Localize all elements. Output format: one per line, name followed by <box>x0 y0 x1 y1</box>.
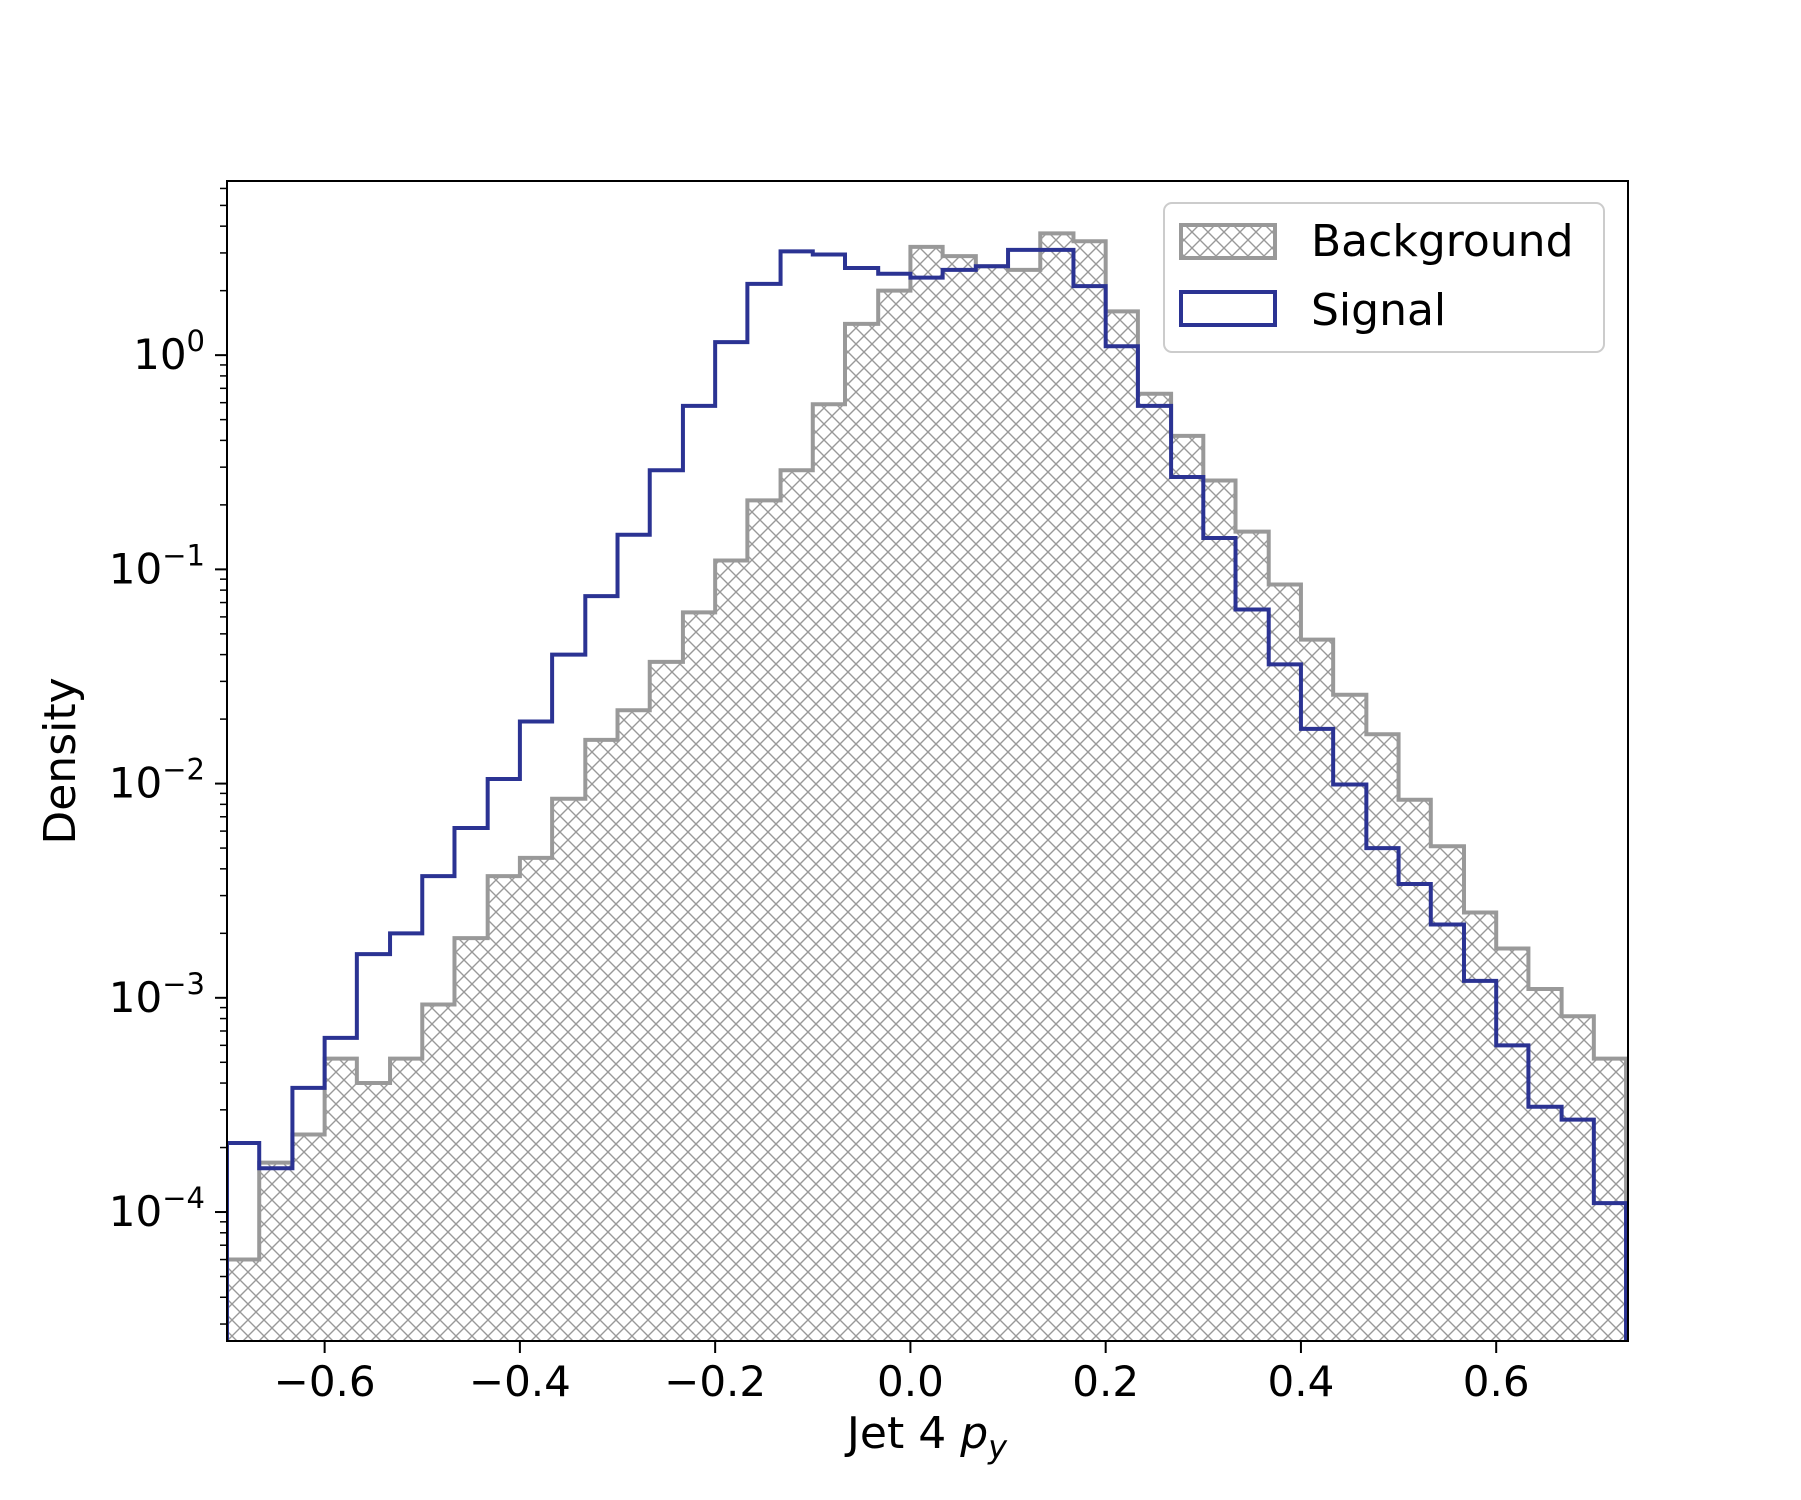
x-axis: −0.6 −0.4 −0.2 0.0 0.2 0.4 0.6 <box>274 1341 1530 1406</box>
legend-label-background: Background <box>1311 216 1574 267</box>
y-axis: 100 10−1 10−2 10−3 10−4 <box>109 187 227 1325</box>
x-tick-label: −0.2 <box>664 1357 766 1406</box>
legend: Background Signal <box>1163 202 1605 353</box>
x-tick-label: 0.4 <box>1268 1357 1335 1406</box>
x-tick-label: 0.0 <box>877 1357 944 1406</box>
x-tick-label: 0.6 <box>1463 1357 1530 1406</box>
y-tick-label: 100 <box>133 324 205 379</box>
y-axis-title: Density <box>35 677 86 844</box>
x-axis-title: Jet 4 py <box>844 1408 1008 1466</box>
x-tick-label: −0.4 <box>469 1357 571 1406</box>
legend-label-signal: Signal <box>1311 285 1446 336</box>
background-hatch-fill <box>227 233 1627 1341</box>
signal-step-line <box>227 247 1628 1341</box>
x-tick-label: −0.6 <box>274 1357 376 1406</box>
background-outline <box>227 231 1628 1341</box>
y-tick-label: 10−3 <box>109 967 205 1022</box>
x-tick-label: 0.2 <box>1072 1357 1139 1406</box>
legend-swatch-signal <box>1179 290 1277 327</box>
plot-area <box>227 231 1628 1341</box>
y-tick-label: 10−2 <box>109 753 205 808</box>
legend-swatch-background <box>1179 223 1277 260</box>
axes-frame <box>226 180 1629 1342</box>
y-tick-label: 10−4 <box>109 1181 205 1236</box>
y-tick-label: 10−1 <box>109 538 205 593</box>
